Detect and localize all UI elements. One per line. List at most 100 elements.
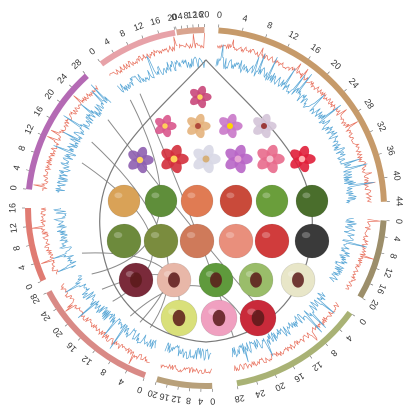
chromosome-arc-7 (25, 73, 89, 190)
fruit-image (179, 223, 215, 259)
fruit-image (238, 262, 274, 298)
tick-mark (327, 71, 330, 75)
fruit-image (295, 184, 329, 218)
tick-label: 0 (171, 12, 178, 23)
red-data-track (31, 32, 381, 375)
tick-label: 8 (186, 396, 192, 406)
fruit-image (156, 262, 192, 298)
tick-label: 4 (16, 264, 27, 272)
tick-label: 20 (367, 298, 381, 312)
tick-mark (378, 153, 382, 155)
flower-image (225, 144, 253, 174)
tick-label: 8 (99, 367, 109, 378)
tick-mark (362, 298, 366, 301)
tick-label: 20 (199, 9, 209, 19)
tick-mark (308, 56, 311, 60)
tick-label: 12 (80, 354, 94, 368)
fruit-image (200, 299, 238, 337)
flower-image (190, 85, 212, 109)
tick-label: 16 (293, 371, 307, 385)
peach-outline (99, 59, 313, 343)
flower-image (128, 146, 154, 174)
tick-label: 12 (23, 123, 36, 136)
chromosome-arc-8 (99, 29, 176, 67)
tick-label: 4 (11, 164, 22, 171)
tick-label: 4 (242, 13, 249, 24)
red-track-line (33, 85, 99, 192)
tick-label: 8 (388, 252, 399, 259)
tick-mark (30, 150, 34, 153)
tick-mark (384, 176, 388, 178)
tick-label: 4 (102, 36, 111, 47)
tick-label: 28 (234, 393, 246, 405)
fruit-image (280, 262, 316, 298)
tick-mark (37, 132, 41, 135)
tick-mark (77, 337, 81, 341)
tick-label: 8 (329, 348, 339, 359)
tick-mark (339, 329, 343, 333)
blue-track-line (65, 275, 157, 350)
red-track-line (60, 283, 150, 365)
fruit-image (218, 223, 254, 259)
tick-mark (46, 115, 50, 118)
red-track-line (109, 36, 178, 76)
tick-label: 12 (8, 223, 19, 234)
tick-mark (53, 308, 57, 312)
tick-mark (287, 43, 290, 47)
blue-track-line (116, 55, 182, 93)
blue-track-line (52, 207, 77, 273)
tick-label: 0 (210, 396, 215, 406)
tick-label: 4 (392, 236, 403, 243)
tick-label: 24 (347, 76, 361, 90)
tick-mark (126, 41, 129, 45)
tick-mark (309, 355, 313, 359)
chromosome-arc-2 (357, 220, 387, 299)
tick-label: 4 (198, 396, 203, 406)
fruit-image (118, 262, 154, 298)
tick-label: 12 (187, 10, 198, 21)
tick-label: 4 (344, 333, 355, 343)
tick-mark (141, 35, 144, 39)
flower-image (161, 144, 189, 174)
fruit-images (106, 184, 330, 337)
tick-mark (376, 268, 380, 271)
tick-label: 36 (385, 144, 398, 157)
fruit-image (239, 299, 277, 337)
red-track-line (345, 218, 381, 290)
tick-mark (370, 283, 374, 286)
tick-mark (157, 30, 159, 34)
tick-mark (358, 108, 362, 111)
tick-mark (97, 58, 100, 62)
blue-track-line (53, 84, 112, 193)
tick-mark (166, 384, 168, 388)
fruit-image (144, 184, 178, 218)
tick-label: 32 (375, 120, 388, 133)
tick-label: 8 (266, 20, 274, 31)
tick-label: 44 (394, 196, 404, 206)
tick-label: 0 (8, 185, 18, 191)
tick-label: 24 (254, 388, 266, 400)
tick-labels: 0 481216202428323640440481216200481216202… (7, 9, 404, 406)
tick-mark (173, 26, 175, 30)
tick-label: 8 (16, 144, 27, 152)
blue-track-line (215, 44, 375, 204)
tick-label: 16 (149, 15, 161, 27)
tick-mark (82, 71, 86, 74)
tick-label: 24 (39, 309, 53, 323)
chromosome-arc-3 (236, 310, 353, 387)
tick-mark (242, 27, 244, 31)
tick-label: 40 (391, 170, 403, 182)
synteny-link (129, 285, 252, 333)
tick-mark (293, 366, 296, 370)
tick-mark (352, 314, 356, 317)
red-track-line (217, 39, 376, 203)
fruit-image (106, 223, 142, 259)
tick-label: 0 (24, 282, 35, 291)
tick-label: 12 (287, 29, 300, 42)
tick-label: 4 (117, 376, 126, 387)
tick-label: 0 (87, 46, 97, 57)
tick-mark (275, 375, 277, 379)
tick-label: 8 (11, 245, 22, 252)
flower-image (219, 113, 243, 139)
